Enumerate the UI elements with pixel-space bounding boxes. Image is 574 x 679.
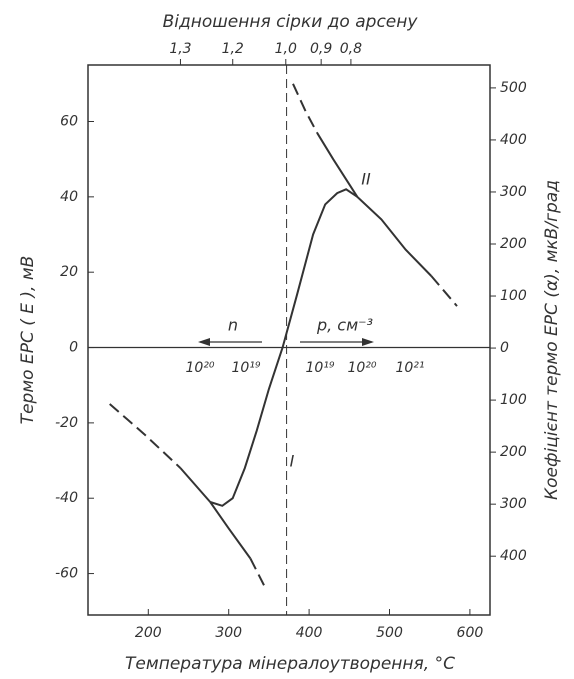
y2-tick-label: 400 (500, 548, 527, 564)
x-tick-label: 400 (296, 625, 323, 641)
y-tick-label: -60 (55, 566, 78, 582)
y2-tick-label: 0 (500, 340, 509, 356)
y2-tick-label: 200 (500, 236, 527, 252)
y-tick-label: 40 (60, 189, 78, 205)
y2-tick-label: 100 (500, 392, 527, 408)
concentration-label: 10²⁰ (185, 360, 214, 376)
y2-tick-label: 500 (500, 80, 527, 96)
curve (249, 558, 267, 590)
arrow-head (362, 338, 374, 346)
x2-tick-label: 1,0 (275, 41, 297, 57)
x-tick-label: 300 (215, 625, 242, 641)
x-axis-title: Температура мінералоутворення, °C (125, 654, 455, 674)
x2-tick-label: 1,2 (222, 41, 244, 57)
x-tick-label: 500 (376, 625, 403, 641)
curve (292, 83, 318, 134)
concentration-label: 10¹⁹ (231, 360, 260, 376)
curve (316, 132, 433, 277)
x-tick-label: 600 (457, 625, 484, 641)
plot-frame (87, 64, 491, 616)
curve (109, 403, 182, 469)
curve (179, 467, 211, 503)
concentration-label: 10²¹ (395, 360, 424, 376)
curve (209, 188, 358, 507)
annotation: p, см⁻³ (316, 316, 373, 335)
concentration-label: 10¹⁹ (305, 360, 334, 376)
y2-tick-label: 300 (500, 184, 527, 200)
x2-tick-label: 1,3 (169, 41, 191, 57)
x-tick-label: 200 (135, 625, 162, 641)
y-axis-title: Термо ЕРС ( Е ), мВ (18, 256, 38, 425)
curve (430, 275, 458, 307)
y2-tick-label: 200 (500, 444, 527, 460)
x2-tick-label: 0,8 (340, 41, 362, 57)
y2-tick-label: 300 (500, 496, 527, 512)
y-tick-label: 20 (60, 264, 78, 280)
curve-label: II (361, 170, 371, 189)
arrow-head (198, 338, 210, 346)
curve (209, 501, 252, 560)
y2-tick-label: 400 (500, 132, 527, 148)
y-tick-label: -40 (55, 490, 78, 506)
annotation: n (228, 316, 238, 335)
curve-label: I (290, 452, 295, 471)
y-tick-label: 60 (60, 114, 78, 130)
y2-axis-title: Коефіцієнт термо ЕРС (α), мкВ/град (542, 180, 562, 500)
y-tick-label: -20 (55, 415, 78, 431)
x2-tick-label: 0,9 (310, 41, 332, 57)
y2-tick-label: 100 (500, 288, 527, 304)
y-tick-label: 0 (69, 340, 78, 356)
concentration-label: 10²⁰ (347, 360, 376, 376)
top-axis-title: Відношення сірки до арсену (163, 12, 419, 32)
